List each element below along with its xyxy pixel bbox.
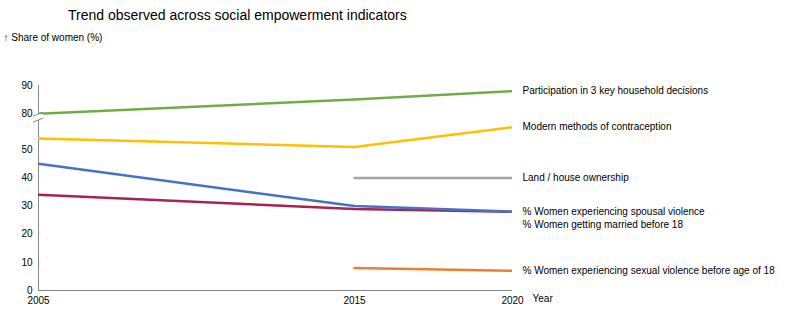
svg-text:Year: Year — [533, 293, 554, 304]
svg-text:↑ Share of women (%): ↑ Share of women (%) — [4, 32, 103, 43]
svg-text:80: 80 — [21, 108, 33, 119]
html-text:Trend observed across social e: Trend observed across social empowerment… — [68, 7, 407, 23]
svg-text:90: 90 — [21, 80, 33, 91]
svg-text:2015: 2015 — [343, 295, 366, 306]
svg-text:50: 50 — [21, 144, 33, 155]
svg-text:% Women getting married before: % Women getting married before 18 — [523, 219, 684, 230]
svg-text:10: 10 — [21, 257, 33, 268]
svg-text:40: 40 — [21, 172, 33, 183]
svg-text:30: 30 — [21, 200, 33, 211]
svg-text:0: 0 — [26, 284, 33, 296]
svg-text:Land / house ownership: Land / house ownership — [523, 172, 630, 183]
svg-text:20: 20 — [21, 228, 33, 239]
svg-text:Participation in 3 key househo: Participation in 3 key household decisio… — [523, 85, 709, 96]
svg-text:2020: 2020 — [501, 295, 524, 306]
svg-text:% Women experiencing sexual vi: % Women experiencing sexual violence bef… — [523, 265, 776, 276]
svg-text:Modern methods of contraceptio: Modern methods of contraception — [523, 121, 672, 132]
svg-text:% Women experiencing spousal v: % Women experiencing spousal violence — [523, 206, 706, 217]
svg-text:2005: 2005 — [27, 295, 50, 306]
